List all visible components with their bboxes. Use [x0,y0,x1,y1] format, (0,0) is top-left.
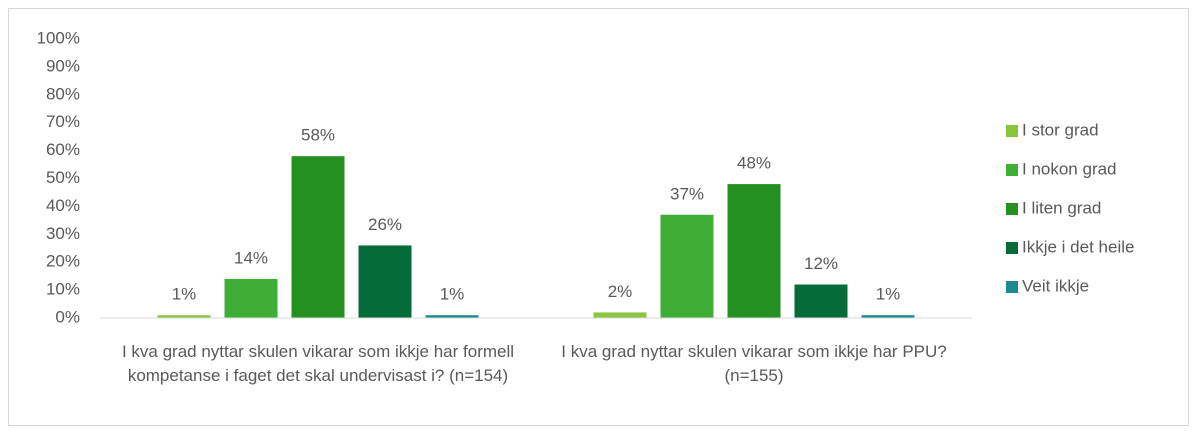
y-tick-label: 90% [46,56,80,75]
data-label: 37% [670,184,704,203]
chart-border [8,8,1189,426]
y-tick-label: 20% [46,252,80,271]
y-tick-label: 40% [46,196,80,215]
x-tick-label: I kva grad nyttar skulen vikarar som ikk… [561,342,947,385]
legend-label: I nokon grad [1022,159,1117,178]
bar [224,278,278,318]
y-tick-label: 30% [46,224,80,243]
data-label: 14% [234,248,268,267]
y-tick-label: 60% [46,140,80,159]
legend-label: Ikkje i det heile [1022,237,1134,256]
bar [593,312,647,318]
data-label: 26% [368,215,402,234]
data-label: 1% [440,285,465,304]
x-tick-label: I kva grad nyttar skulen vikarar som ikk… [121,342,515,385]
y-tick-label: 50% [46,168,80,187]
y-tick-label: 0% [55,307,80,326]
data-label: 2% [608,282,633,301]
data-label: 58% [301,126,335,145]
legend-label: I liten grad [1022,198,1101,217]
y-tick-label: 100% [37,28,80,47]
legend-swatch [1006,281,1018,293]
y-tick-label: 80% [46,84,80,103]
bar [425,315,479,318]
legend-swatch [1006,203,1018,215]
bar [727,184,781,318]
bar [861,315,915,318]
data-label: 1% [876,285,901,304]
bar [660,214,714,318]
data-label: 12% [804,254,838,273]
legend-swatch [1006,125,1018,137]
data-label: 48% [737,154,771,173]
legend-swatch [1006,164,1018,176]
y-tick-label: 10% [46,280,80,299]
data-label: 1% [172,285,197,304]
y-tick-label: 70% [46,112,80,131]
legend-swatch [1006,242,1018,254]
bar [291,156,345,318]
bar [794,284,848,318]
legend-label: I stor grad [1022,120,1099,139]
legend-label: Veit ikkje [1022,276,1089,295]
bar [358,245,412,318]
bar [157,315,211,318]
